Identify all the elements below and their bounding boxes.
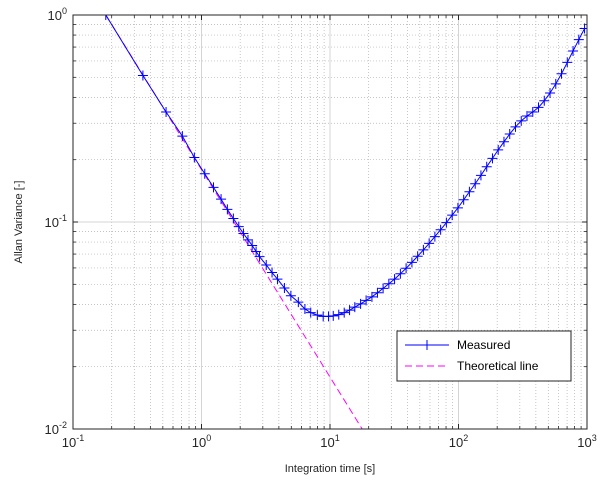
measured-point xyxy=(424,238,435,249)
measured-point xyxy=(279,282,290,293)
legend-box xyxy=(396,330,572,382)
measured-point xyxy=(498,136,509,147)
measured-point xyxy=(361,295,372,306)
measured-point xyxy=(312,310,323,321)
measured-point xyxy=(447,210,458,221)
legend-items: Measured Theoretical line xyxy=(405,338,539,373)
measured-point xyxy=(247,240,258,251)
measured-point xyxy=(339,307,350,318)
measured-point xyxy=(504,129,515,140)
measured-point xyxy=(189,152,200,163)
series-measured xyxy=(100,15,587,322)
measured-point xyxy=(233,221,244,232)
measured-point xyxy=(272,274,283,285)
measured-point xyxy=(328,310,339,321)
measured-point xyxy=(323,311,334,322)
measured-point xyxy=(550,78,561,89)
x-tick-label: 10-1 xyxy=(62,433,84,450)
legend: Measured Theoretical line xyxy=(396,330,572,382)
legend-label: Theoretical line xyxy=(457,359,539,373)
measured-point xyxy=(293,297,304,308)
measured-point xyxy=(510,121,521,132)
measured-point xyxy=(267,267,278,278)
measured-point xyxy=(208,182,219,193)
x-tick-label: 101 xyxy=(320,433,339,450)
measured-point xyxy=(378,283,389,294)
series-layer xyxy=(100,15,587,429)
measured-point xyxy=(389,274,400,285)
legend-label: Measured xyxy=(457,338,510,352)
x-tick-label: 102 xyxy=(449,433,468,450)
measured-point xyxy=(556,68,567,79)
measured-point xyxy=(418,244,429,255)
measured-point xyxy=(435,224,446,235)
measured-point xyxy=(406,257,417,268)
measured-point xyxy=(545,87,556,98)
measured-point xyxy=(441,217,452,228)
y-tick-label: 100 xyxy=(48,6,67,23)
measured-point xyxy=(299,303,310,314)
x-axis-label: Integration time [s] xyxy=(285,463,376,475)
measured-point xyxy=(401,263,412,274)
axis-ticks xyxy=(72,14,588,430)
measured-point xyxy=(383,278,394,289)
legend-marker xyxy=(422,340,432,350)
measured-point xyxy=(516,115,527,126)
measured-point xyxy=(475,170,486,181)
measured-point xyxy=(458,194,469,205)
measured-point xyxy=(137,70,148,81)
y-axis-label: Allan Variance [-] xyxy=(13,181,25,264)
measured-point xyxy=(333,309,344,320)
x-tick-label: 100 xyxy=(192,433,211,450)
legend-item-measured: Measured xyxy=(405,338,510,352)
y-tick-labels: 10-2 10-1 100 xyxy=(45,6,67,437)
measured-point xyxy=(238,228,249,239)
measured-point xyxy=(481,161,492,172)
legend-item-theoretical-line: Theoretical line xyxy=(405,359,539,373)
measured-point xyxy=(493,144,504,155)
measured-point xyxy=(216,194,227,205)
measured-point xyxy=(568,46,579,57)
measured-point xyxy=(285,290,296,301)
measured-point xyxy=(412,251,423,262)
measured-point xyxy=(355,298,366,309)
measured-point xyxy=(527,106,538,117)
y-tick-label: 10-2 xyxy=(45,420,67,437)
measured-point xyxy=(539,95,550,106)
measured-point xyxy=(161,106,172,117)
x-tick-label: 103 xyxy=(577,433,596,450)
measured-point xyxy=(222,204,233,215)
measured-point xyxy=(395,268,406,279)
measured-point xyxy=(254,251,265,262)
measured-line xyxy=(105,15,585,317)
measured-point xyxy=(579,23,587,34)
measured-point xyxy=(573,34,584,45)
measured-point xyxy=(199,168,210,179)
measured-point xyxy=(344,305,355,316)
measured-point xyxy=(366,291,377,302)
x-tick-labels: 10-1 100 101 102 103 xyxy=(62,433,597,450)
measured-point xyxy=(429,231,440,242)
measured-point xyxy=(349,302,360,313)
measured-point xyxy=(177,131,188,142)
measured-point xyxy=(372,287,383,298)
measured-point xyxy=(452,202,463,213)
measured-point xyxy=(533,102,544,113)
y-tick-label: 10-1 xyxy=(45,213,67,230)
measured-point xyxy=(464,186,475,197)
measured-point xyxy=(228,213,239,224)
measured-point xyxy=(470,178,481,189)
measured-point xyxy=(242,234,253,245)
measured-point xyxy=(100,15,111,20)
measured-point xyxy=(261,259,272,270)
measured-point xyxy=(305,307,316,318)
measured-point xyxy=(562,57,573,68)
measured-point xyxy=(251,246,262,257)
measured-point xyxy=(487,153,498,164)
measured-point xyxy=(521,111,532,122)
